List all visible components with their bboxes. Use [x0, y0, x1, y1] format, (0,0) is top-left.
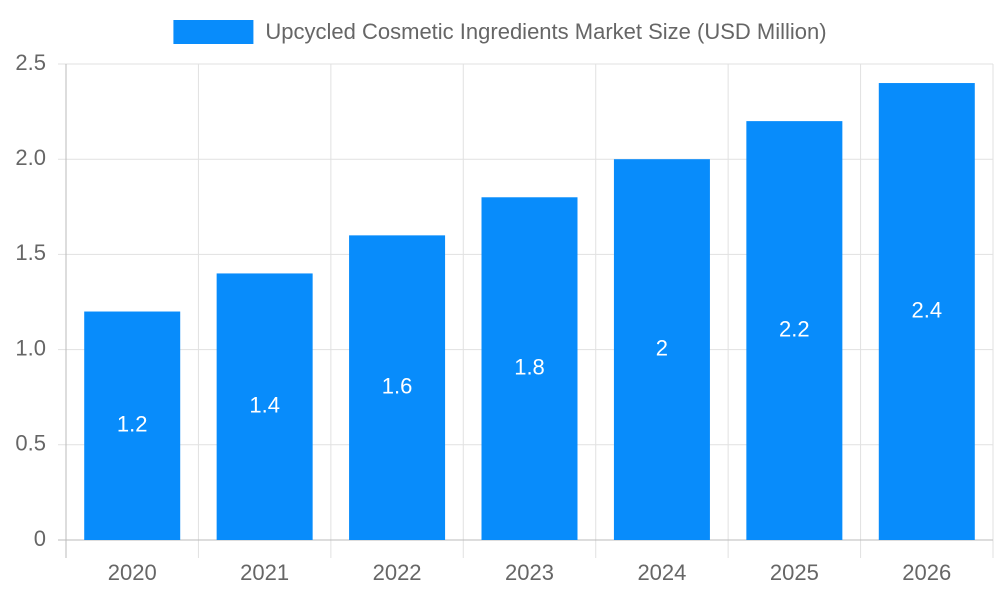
data-label: 1.2 [117, 412, 148, 437]
bar [84, 311, 181, 540]
x-tick-label: 2021 [240, 560, 289, 585]
y-tick-label: 0.5 [15, 431, 46, 456]
data-label: 2.4 [911, 297, 942, 322]
data-label: 1.4 [249, 393, 280, 418]
x-tick-label: 2026 [902, 560, 951, 585]
x-tick-label: 2020 [108, 560, 157, 585]
y-tick-label: 2.0 [15, 145, 46, 170]
data-label: 1.8 [514, 354, 545, 379]
bar [216, 273, 313, 540]
bar [746, 121, 843, 541]
bar [613, 159, 710, 540]
y-tick-label: 0 [34, 526, 46, 551]
x-tick-label: 2022 [373, 560, 422, 585]
y-tick-label: 2.5 [15, 50, 46, 75]
data-label: 2.2 [779, 316, 810, 341]
x-tick-label: 2025 [770, 560, 819, 585]
data-label: 2 [656, 335, 668, 360]
x-tick-label: 2023 [505, 560, 554, 585]
y-tick-label: 1.5 [15, 240, 46, 265]
bar [349, 235, 446, 541]
bar [878, 83, 975, 540]
legend-label: Upcycled Cosmetic Ingredients Market Siz… [265, 19, 826, 44]
legend-swatch [173, 20, 254, 44]
x-tick-label: 2024 [637, 560, 686, 585]
bar [481, 197, 578, 540]
y-tick-label: 1.0 [15, 335, 46, 360]
data-label: 1.6 [382, 373, 413, 398]
